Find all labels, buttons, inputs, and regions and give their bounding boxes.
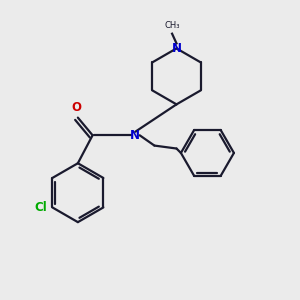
Text: Cl: Cl [34, 201, 47, 214]
Text: CH₃: CH₃ [164, 21, 180, 30]
Text: O: O [71, 101, 81, 114]
Text: N: N [130, 129, 140, 142]
Text: N: N [172, 42, 182, 55]
